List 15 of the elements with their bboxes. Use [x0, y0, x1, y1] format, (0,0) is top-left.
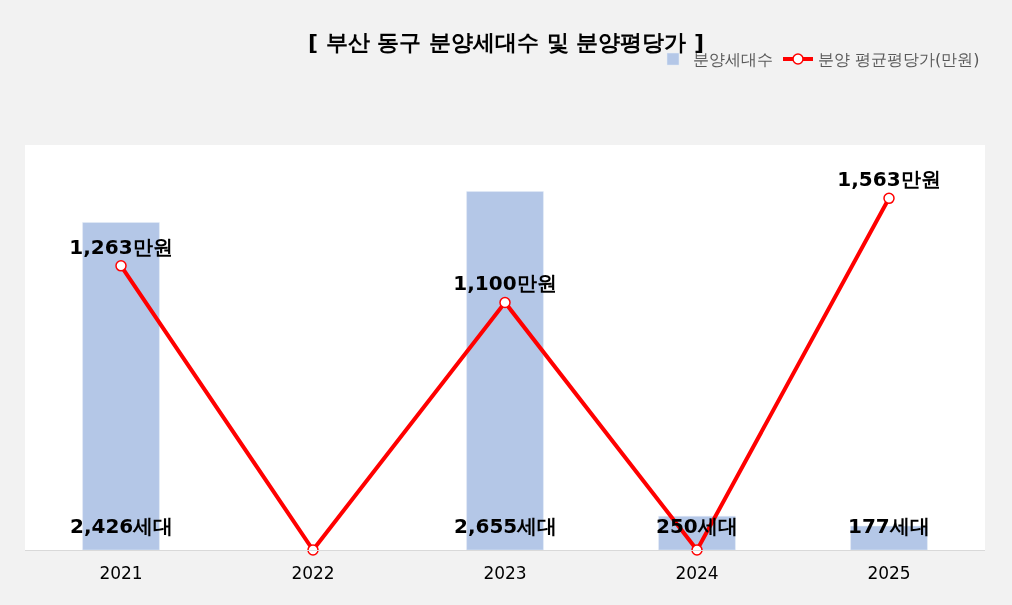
x-tick-label: 2024: [675, 563, 719, 584]
legend-label: 분양 평균평당가(만원): [818, 50, 980, 70]
x-tick-label: 2022: [291, 563, 335, 584]
x-tick-label: 2023: [483, 563, 527, 584]
data-label: 177세대: [848, 514, 930, 538]
data-label: 2,655세대: [454, 514, 558, 538]
data-label: 2,426세대: [70, 514, 174, 538]
data-label: 1,563만원: [837, 167, 941, 192]
data-label: 1,100만원: [453, 271, 557, 296]
point: [883, 192, 895, 205]
point: [499, 296, 511, 309]
x-tick-label: 2021: [99, 563, 143, 584]
data-label: 1,263만원: [69, 234, 173, 259]
point: [115, 260, 127, 272]
x-tick-label: 2025: [867, 563, 911, 584]
